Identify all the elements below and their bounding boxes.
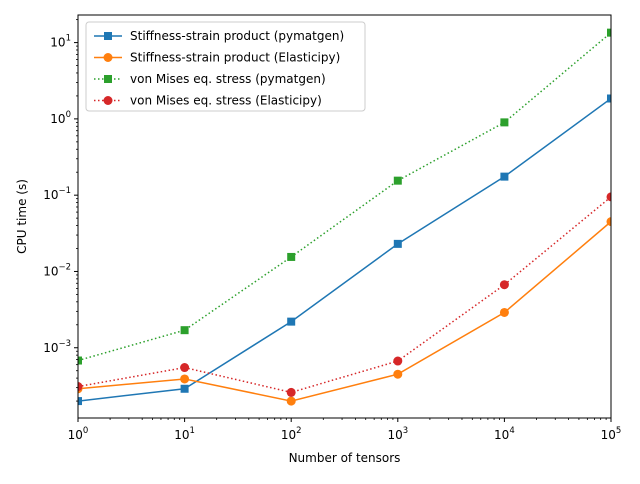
- y-tick-label: 10−1: [43, 186, 71, 202]
- data-point: [606, 192, 611, 202]
- x-tick-label: 105: [601, 426, 622, 442]
- series-line: [78, 221, 611, 402]
- series-line: [78, 97, 611, 402]
- x-tick-label: 100: [68, 426, 89, 442]
- series-4: [78, 192, 611, 397]
- data-point: [607, 94, 611, 103]
- legend-item: Stiffness-strain product (Elasticipy): [94, 51, 340, 65]
- x-tick-label: 104: [494, 426, 515, 442]
- data-point: [393, 176, 402, 185]
- data-point: [393, 239, 402, 248]
- data-point: [500, 172, 509, 181]
- axes-frame: [77, 14, 612, 419]
- legend-label: Stiffness-strain product (Elasticipy): [130, 51, 340, 65]
- data-point: [286, 396, 296, 406]
- y-tick-label: 101: [50, 34, 71, 50]
- data-point: [180, 326, 189, 335]
- data-point: [286, 387, 296, 397]
- data-point: [499, 307, 509, 317]
- legend-item: von Mises eq. stress (Elasticipy): [94, 94, 322, 108]
- data-point: [499, 280, 509, 290]
- y-tick-label: 100: [50, 110, 71, 126]
- data-point: [393, 369, 403, 379]
- data-point: [606, 217, 611, 227]
- data-point: [393, 356, 403, 366]
- data-point: [180, 363, 190, 373]
- y-axis: 10−3 10−2 10−1 100 101: [43, 19, 78, 402]
- data-point: [78, 356, 82, 365]
- data-point: [607, 28, 611, 37]
- data-point: [180, 374, 190, 384]
- data-point: [287, 317, 296, 326]
- legend-label: Stiffness-strain product (pymatgen): [130, 29, 344, 43]
- legend-label: von Mises eq. stress (Elasticipy): [130, 94, 322, 108]
- x-axis: 100 101 102 103 104 105: [68, 418, 622, 442]
- x-axis-label: Number of tensors: [289, 451, 401, 465]
- legend-label: von Mises eq. stress (pymatgen): [130, 72, 326, 86]
- series-line: [78, 196, 611, 394]
- plot-content: [78, 28, 611, 406]
- x-tick-label: 102: [281, 426, 302, 442]
- legend-swatch-marker: [104, 75, 112, 83]
- x-tick-label: 103: [387, 426, 408, 442]
- data-point: [500, 118, 509, 127]
- legend-swatch-marker: [104, 32, 112, 40]
- y-tick-label: 10−3: [43, 339, 71, 355]
- series-1: [78, 94, 611, 406]
- x-tick-label: 101: [174, 426, 195, 442]
- data-point: [287, 252, 296, 261]
- data-point: [78, 382, 83, 392]
- legend-frame: [85, 21, 366, 112]
- data-point: [78, 397, 82, 406]
- data-point: [180, 384, 189, 393]
- legend-swatch-marker: [103, 96, 113, 105]
- legend-item: von Mises eq. stress (pymatgen): [94, 72, 326, 86]
- series-3: [78, 28, 611, 365]
- series-2: [78, 217, 611, 406]
- legend-swatch-marker: [103, 53, 113, 62]
- y-tick-label: 10−2: [43, 262, 71, 278]
- series-line: [78, 32, 611, 362]
- y-axis-label: CPU time (s): [15, 179, 29, 254]
- legend-item: Stiffness-strain product (pymatgen): [94, 29, 344, 43]
- legend: Stiffness-strain product (pymatgen) Stiff…: [85, 21, 366, 112]
